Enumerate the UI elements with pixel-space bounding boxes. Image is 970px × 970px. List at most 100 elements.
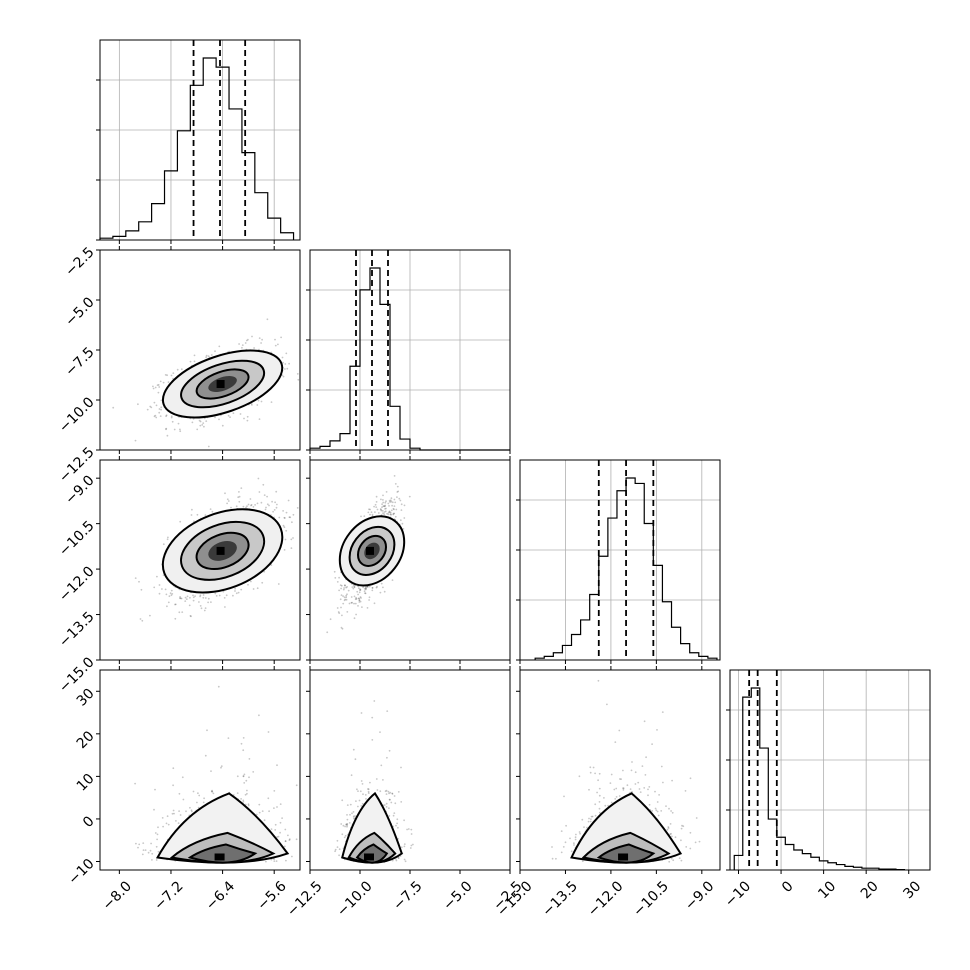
scatter-point <box>408 495 411 498</box>
scatter-point <box>284 840 287 843</box>
scatter-point <box>336 607 339 609</box>
scatter-point <box>150 842 153 845</box>
scatter-point <box>367 511 370 514</box>
scatter-point <box>191 421 194 424</box>
scatter-point <box>382 512 384 514</box>
scatter-point <box>167 823 170 826</box>
scatter-point <box>262 483 265 486</box>
scatter-point <box>371 513 374 516</box>
scatter-point <box>191 508 193 511</box>
hist-frame-2 <box>519 459 721 661</box>
scatter-point <box>359 589 362 591</box>
scatter-point <box>394 483 397 485</box>
scatter-point <box>353 602 355 605</box>
scatter-point <box>371 587 374 589</box>
scatter-point <box>202 422 205 424</box>
scatter-point <box>400 509 403 511</box>
scatter-point <box>326 631 329 634</box>
scatter-point <box>341 614 343 617</box>
scatter-point <box>263 819 266 822</box>
scatter-point <box>247 338 249 341</box>
scatter-point <box>160 399 163 402</box>
scatter-point <box>266 495 268 498</box>
scatter-point <box>391 501 394 504</box>
scatter-panel-0-3 <box>96 666 301 874</box>
scatter-point <box>162 825 165 828</box>
scatter-point <box>291 855 293 858</box>
scatter-point <box>192 596 195 599</box>
scatter-point <box>141 853 144 856</box>
scatter-point <box>383 590 386 593</box>
contour-0 <box>338 515 406 587</box>
hist-frame-1 <box>309 249 511 451</box>
scatter-point <box>240 798 243 800</box>
scatter-point <box>382 501 385 504</box>
scatter-point <box>267 731 270 733</box>
scatter-point <box>394 515 397 518</box>
scatter-point <box>141 619 144 622</box>
scatter-point <box>192 790 195 793</box>
scatter-point <box>250 580 252 583</box>
scatter-point <box>380 498 382 501</box>
scatter-point <box>358 597 361 600</box>
scatter-point <box>134 577 137 579</box>
hist-steps-3 <box>733 687 906 871</box>
scatter-point <box>397 490 400 493</box>
scatter-point <box>292 537 294 539</box>
scatter-point <box>204 607 207 609</box>
scatter-point <box>271 500 273 503</box>
scatter-point <box>357 605 359 607</box>
scatter-point <box>274 344 277 347</box>
scatter-point <box>358 599 361 602</box>
scatter-point <box>304 512 306 514</box>
scatter-point <box>389 513 392 516</box>
scatter-point <box>240 588 243 591</box>
hist-panel-2 <box>516 459 721 664</box>
scatter-point <box>160 408 163 411</box>
scatter-point <box>390 509 393 512</box>
scatter-point <box>265 860 267 863</box>
scatter-point <box>344 584 346 587</box>
scatter-point <box>383 505 386 507</box>
scatter-point <box>246 789 248 792</box>
scatter-point <box>245 506 247 509</box>
scatter-point <box>376 585 378 588</box>
scatter-point <box>346 611 349 613</box>
scatter-point <box>155 404 158 407</box>
density-peak <box>366 546 374 555</box>
scatter-point <box>388 510 391 513</box>
scatter-point <box>345 586 347 589</box>
scatter-point <box>278 516 281 519</box>
scatter-point <box>235 592 238 595</box>
scatter-point <box>401 522 404 525</box>
scatter-point <box>364 588 367 591</box>
scatter-point <box>276 503 278 506</box>
scatter-point <box>287 834 289 837</box>
scatter-point <box>264 508 267 511</box>
scatter-point <box>242 749 245 752</box>
scatter-point <box>275 860 278 862</box>
scatter-point <box>203 609 206 612</box>
scatter-clip-2 <box>326 475 411 634</box>
scatter-point <box>268 504 270 507</box>
scatter-point <box>176 368 179 371</box>
scatter-point <box>193 354 196 357</box>
scatter-point <box>149 405 152 408</box>
scatter-point <box>282 510 284 512</box>
scatter-point <box>242 775 245 777</box>
scatter-point <box>258 418 261 420</box>
scatter-point <box>359 589 361 592</box>
scatter-point <box>169 592 172 595</box>
contour-2 <box>356 534 388 567</box>
scatter-point <box>172 767 175 770</box>
scatter-point <box>351 586 354 588</box>
scatter-point <box>275 506 278 509</box>
scatter-point <box>173 812 175 815</box>
scatter-point <box>155 859 158 861</box>
scatter-point <box>168 595 171 598</box>
scatter-point <box>393 508 395 511</box>
scatter-point <box>170 594 173 597</box>
scatter-point <box>245 779 248 782</box>
scatter-point <box>274 338 276 341</box>
scatter-point <box>151 859 153 861</box>
